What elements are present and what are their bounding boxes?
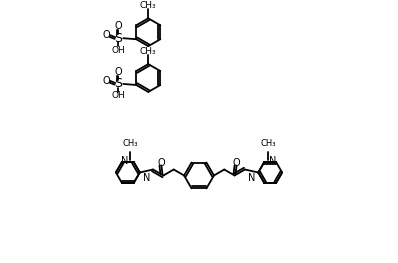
Text: CH₃: CH₃ bbox=[122, 139, 138, 148]
Text: N: N bbox=[143, 174, 150, 184]
Text: N: N bbox=[248, 174, 255, 184]
Text: S: S bbox=[114, 32, 122, 45]
Text: O: O bbox=[115, 67, 122, 77]
Text: N: N bbox=[269, 156, 277, 166]
Text: OH: OH bbox=[111, 46, 125, 55]
Text: O: O bbox=[103, 30, 110, 40]
Text: CH₃: CH₃ bbox=[140, 1, 156, 10]
Text: O: O bbox=[233, 158, 240, 168]
Text: O: O bbox=[115, 21, 122, 31]
Text: OH: OH bbox=[111, 92, 125, 100]
Text: S: S bbox=[114, 78, 122, 90]
Text: O: O bbox=[103, 76, 110, 86]
Text: CH₃: CH₃ bbox=[260, 139, 276, 148]
Text: CH₃: CH₃ bbox=[140, 47, 156, 56]
Text: N: N bbox=[121, 156, 129, 166]
Text: O: O bbox=[158, 158, 165, 168]
